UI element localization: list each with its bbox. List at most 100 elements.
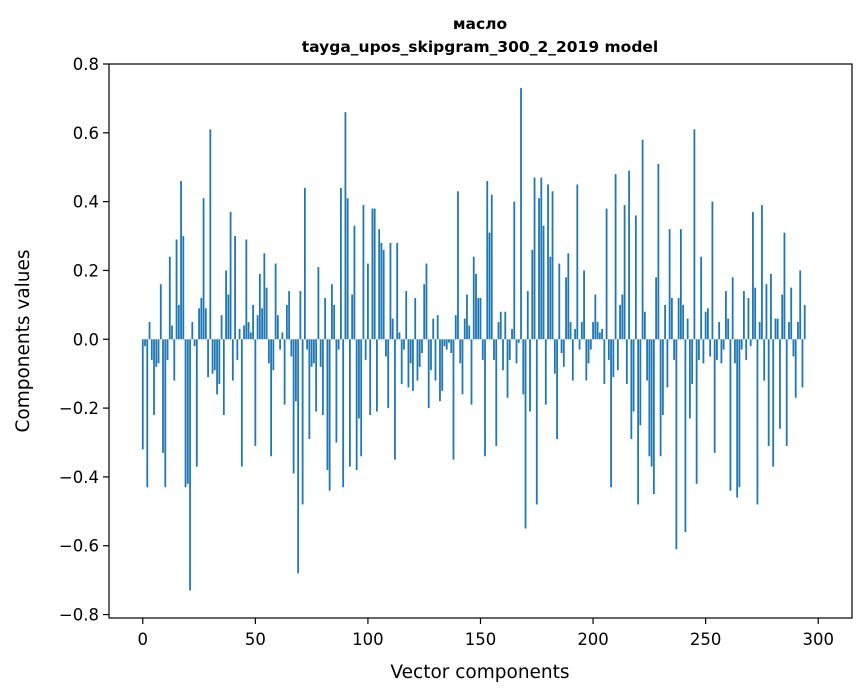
bar-96 [358,339,360,419]
bar-167 [517,339,520,343]
bar-180 [547,184,549,340]
bar-51 [256,315,259,340]
bar-141 [459,339,462,364]
bar-29 [207,339,209,378]
bar-118 [407,339,410,388]
bar-132 [439,339,441,402]
bar-155 [490,194,493,340]
bar-236 [673,339,676,360]
bar-216 [628,170,630,340]
bar-259 [725,291,727,340]
bar-93 [351,294,354,340]
bar-10 [164,339,167,488]
bar-257 [720,339,723,364]
bar-211 [616,339,619,371]
bar-161 [504,311,507,340]
bar-15 [175,239,178,340]
bar-133 [441,339,444,391]
bar-164 [511,328,513,340]
bar-241 [684,339,687,532]
bar-31 [211,339,214,374]
bar-225 [648,339,651,457]
bar-76 [312,339,315,364]
bar-261 [729,339,732,491]
y-tick-label: −0.6 [59,537,99,556]
bar-239 [679,229,682,340]
bar-253 [711,201,714,340]
bar-11 [166,339,169,360]
bar-188 [565,277,567,340]
bar-242 [686,318,689,340]
bar-148 [475,273,477,340]
bar-113 [396,242,399,340]
bar-135 [445,339,448,350]
bar-19 [184,339,187,488]
bar-293 [801,339,804,388]
bar-120 [412,339,414,391]
bar-83 [328,339,331,491]
y-tick-label: −0.2 [59,399,99,418]
bar-94 [353,225,356,340]
bar-209 [612,339,615,378]
bar-146 [470,339,473,405]
bar-65 [288,291,291,340]
bar-59 [274,263,277,340]
bar-39 [229,211,232,340]
bar-62 [281,332,284,340]
bar-100 [367,263,369,340]
x-tick-label: 300 [802,630,834,649]
bar-287 [788,322,790,340]
y-tick-label: 0.6 [73,124,99,143]
bar-78 [317,267,320,340]
bar-91 [346,198,349,340]
bar-245 [693,129,696,340]
bar-115 [400,339,403,385]
bar-140 [457,191,459,340]
bar-50 [254,339,257,446]
bar-129 [432,318,435,340]
x-axis-ticks: 0 50 100 150 200 250 300 [138,618,834,649]
bar-24 [195,339,198,467]
bar-139 [454,315,457,340]
bar-92 [349,339,351,467]
bar-172 [529,339,531,412]
bar-21 [189,339,191,591]
bar-235 [670,297,673,340]
bar-220 [637,339,640,505]
bar-210 [614,174,617,340]
bar-166 [515,339,518,364]
bar-178 [542,225,545,340]
bar-286 [785,339,788,446]
bar-292 [799,270,802,340]
bar-43 [238,328,241,340]
bars-group [141,88,806,591]
bar-128 [430,339,432,371]
bar-53 [261,308,263,340]
bar-264 [736,339,739,498]
bar-98 [362,205,365,340]
bar-18 [182,236,185,340]
bar-79 [319,339,322,367]
bar-81 [324,297,327,340]
bar-179 [544,339,547,405]
bar-240 [682,304,685,340]
bar-221 [639,339,642,426]
bar-273 [756,339,759,505]
bar-84 [331,284,333,340]
bar-282 [776,318,779,340]
bar-57 [270,339,273,457]
bar-69 [297,339,300,574]
bar-201 [594,294,597,340]
bar-86 [335,339,338,443]
bar-174 [533,177,536,340]
bar-284 [781,294,784,340]
bar-8 [159,284,162,340]
bar-95 [355,339,358,471]
bar-3 [148,322,151,340]
bar-88 [340,187,342,340]
bar-85 [333,304,336,340]
bar-158 [497,322,500,340]
bar-176 [538,198,540,340]
bar-126 [425,263,428,340]
